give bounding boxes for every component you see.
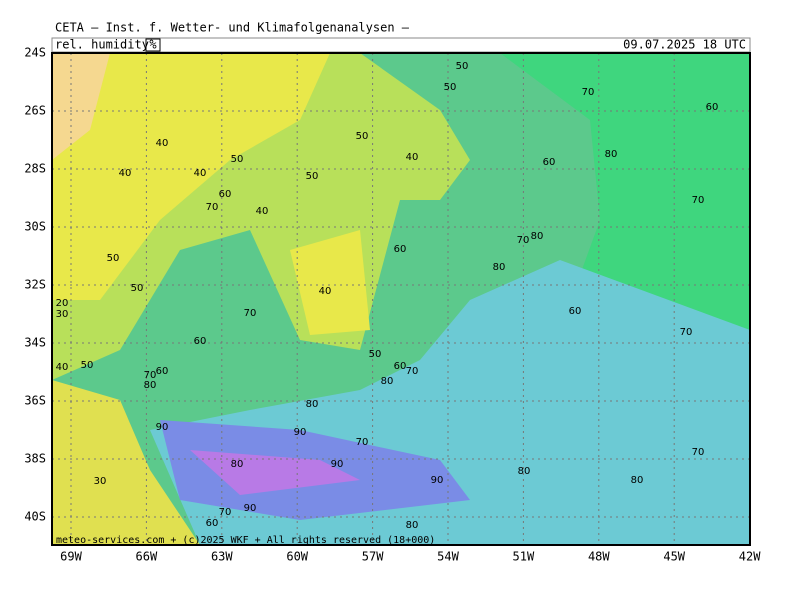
lat-label: 40S xyxy=(24,510,46,524)
contour-label: 50 xyxy=(306,171,319,182)
contour-label: 60 xyxy=(206,518,219,529)
lat-label: 32S xyxy=(24,278,46,292)
lon-label: 66W xyxy=(136,550,158,564)
contour-label: 80 xyxy=(306,399,319,410)
contour-label: 80 xyxy=(231,459,244,470)
contour-label: 70 xyxy=(406,366,419,377)
contour-label: 40 xyxy=(156,138,169,149)
contour-label: 60 xyxy=(194,336,207,347)
contour-label: 70 xyxy=(356,437,369,448)
field xyxy=(52,53,750,545)
contour-label: 80 xyxy=(381,376,394,387)
contour-label: 30 xyxy=(56,309,69,320)
lon-label: 48W xyxy=(588,550,610,564)
contour-label: 60 xyxy=(569,306,582,317)
contour-label: 90 xyxy=(294,427,307,438)
contour-label: 90 xyxy=(331,459,344,470)
contour-label: 70 xyxy=(219,507,232,518)
contour-label: 50 xyxy=(369,349,382,360)
lon-label: 57W xyxy=(362,550,384,564)
contour-label: 90 xyxy=(431,475,444,486)
title: CETA — Inst. f. Wetter- und Klimafolgena… xyxy=(55,21,410,35)
contour-label: 70 xyxy=(144,370,157,381)
contour-label: 50 xyxy=(81,360,94,371)
lat-label: 36S xyxy=(24,394,46,408)
variable: rel. humidity xyxy=(55,38,149,52)
lat-label: 38S xyxy=(24,452,46,466)
contour-label: 40 xyxy=(194,168,207,179)
contour-label: 70 xyxy=(517,235,530,246)
contour-label: 50 xyxy=(131,283,144,294)
lat-label: 26S xyxy=(24,104,46,118)
lat-label: 30S xyxy=(24,220,46,234)
unit: % xyxy=(149,38,157,52)
contour-label: 80 xyxy=(631,475,644,486)
contour-label: 60 xyxy=(394,244,407,255)
contour-label: 90 xyxy=(156,422,169,433)
contour-label: 70 xyxy=(692,447,705,458)
contour-label: 50 xyxy=(356,131,369,142)
lon-label: 51W xyxy=(513,550,535,564)
lon-label: 45W xyxy=(663,550,685,564)
contour-label: 80 xyxy=(144,380,157,391)
unit-box xyxy=(145,38,161,52)
contour-label: 40 xyxy=(256,206,269,217)
contour-label: 30 xyxy=(94,476,107,487)
contour-label: 40 xyxy=(119,168,132,179)
contour-label: 50 xyxy=(456,61,469,72)
contour-label: 70 xyxy=(206,202,219,213)
contour-label: 80 xyxy=(493,262,506,273)
contour-label: 70 xyxy=(244,308,257,319)
contour-label: 50 xyxy=(444,82,457,93)
contour-label: 40 xyxy=(319,286,332,297)
lat-label: 28S xyxy=(24,162,46,176)
lon-label: 63W xyxy=(211,550,233,564)
contour-label: 80 xyxy=(605,149,618,160)
lon-label: 60W xyxy=(286,550,308,564)
lon-label: 42W xyxy=(739,550,761,564)
contour-label: 60 xyxy=(219,189,232,200)
contour-label: 80 xyxy=(531,231,544,242)
lon-label: 54W xyxy=(437,550,459,564)
contour-label: 60 xyxy=(706,102,719,113)
contour-label: 60 xyxy=(156,366,169,377)
contour-label: 70 xyxy=(692,195,705,206)
contour-label: 70 xyxy=(582,87,595,98)
map-frame xyxy=(51,52,751,546)
contour-label: 60 xyxy=(394,361,407,372)
contour-label: 40 xyxy=(56,362,69,373)
contour-label: 90 xyxy=(244,503,257,514)
contour-label: 50 xyxy=(107,253,120,264)
lat-label: 24S xyxy=(24,46,46,60)
contour-label: 40 xyxy=(406,152,419,163)
contour-label: 20 xyxy=(56,298,69,309)
contour-label: 80 xyxy=(406,520,419,531)
lon-label: 69W xyxy=(60,550,82,564)
contour-label: 80 xyxy=(518,466,531,477)
contour-label: 70 xyxy=(680,327,693,338)
contour-label: 50 xyxy=(231,154,244,165)
copyright: meteo-services.com + (c)2025 WKF + All r… xyxy=(56,535,435,546)
contour-label: 60 xyxy=(543,157,556,168)
valid-time: 09.07.2025 18 UTC xyxy=(623,38,746,52)
lat-label: 34S xyxy=(24,336,46,350)
